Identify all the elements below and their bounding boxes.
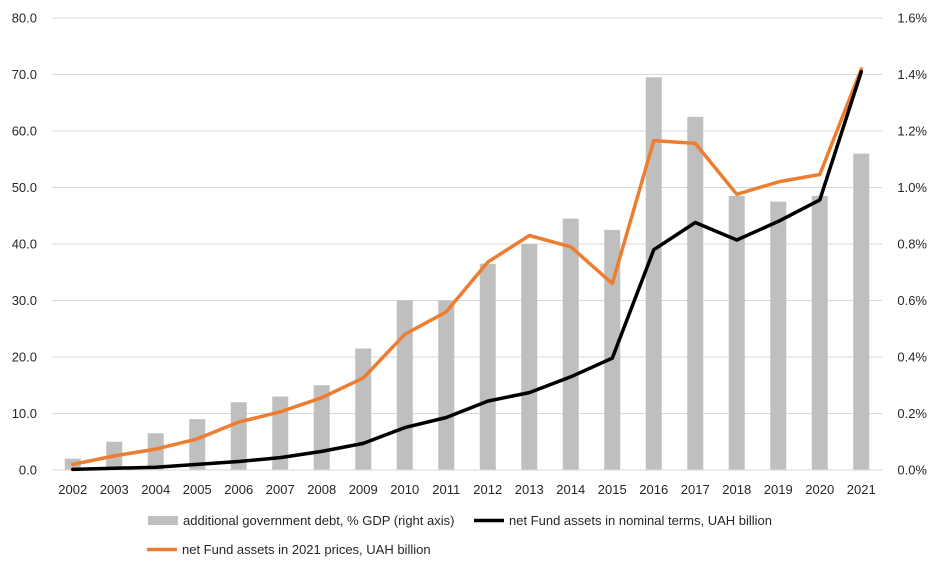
right-tick-label: 0.4% [897, 350, 927, 365]
bar [811, 195, 828, 470]
x-tick-label: 2016 [639, 482, 668, 497]
bar [521, 244, 538, 470]
legend-swatch [148, 516, 178, 525]
series-line [71, 69, 864, 472]
x-tick-label: 2005 [183, 482, 212, 497]
x-tick-label: 2017 [681, 482, 710, 497]
right-axis-ticks: 0.0% 0.2% 0.4% 0.6% 0.8% 1.0% 1.2% 1.4% 1.6% [897, 11, 927, 478]
bar [272, 396, 289, 470]
bar [355, 348, 372, 470]
bar [479, 263, 496, 470]
left-tick-label: 0.0 [19, 463, 37, 478]
legend-label: net Fund assets in 2021 prices, UAH bill… [182, 542, 431, 557]
legend-label: additional government debt, % GDP (right… [183, 513, 454, 528]
x-tick-label: 2018 [722, 482, 751, 497]
right-tick-label: 0.8% [897, 237, 927, 252]
left-tick-label: 50.0 [12, 180, 37, 195]
x-tick-label: 2003 [100, 482, 129, 497]
left-tick-label: 80.0 [12, 11, 37, 26]
left-axis-ticks: 0.0 10.0 20.0 30.0 40.0 50.0 60.0 70.0 80.0 [12, 11, 37, 478]
right-tick-label: 0.6% [897, 293, 927, 308]
right-tick-label: 1.2% [897, 124, 927, 139]
left-tick-label: 10.0 [12, 406, 37, 421]
x-tick-label: 2015 [598, 482, 627, 497]
bar [189, 419, 206, 470]
x-tick-label: 2006 [224, 482, 253, 497]
bar [313, 385, 330, 470]
x-axis-ticks: 2002 2003 2004 2005 2006 2007 2008 2009 2010 2011… [58, 482, 875, 497]
bar [728, 195, 745, 470]
left-tick-label: 30.0 [12, 293, 37, 308]
bar [687, 116, 704, 470]
left-tick-label: 70.0 [12, 67, 37, 82]
legend-label: net Fund assets in nominal terms, UAH bi… [509, 513, 772, 528]
bar [853, 153, 870, 470]
right-tick-label: 1.4% [897, 67, 927, 82]
right-tick-label: 0.2% [897, 406, 927, 421]
left-tick-label: 60.0 [12, 124, 37, 139]
x-tick-label: 2009 [349, 482, 378, 497]
bar [604, 229, 621, 470]
right-tick-label: 1.0% [897, 180, 927, 195]
left-tick-label: 40.0 [12, 237, 37, 252]
legend: additional government debt, % GDP (right… [147, 513, 772, 557]
bar [770, 201, 787, 470]
line-series [71, 67, 864, 472]
x-tick-label: 2013 [515, 482, 544, 497]
x-tick-label: 2020 [805, 482, 834, 497]
bar [230, 402, 247, 470]
bar [147, 433, 164, 470]
bar [438, 300, 455, 470]
x-tick-label: 2007 [266, 482, 295, 497]
x-tick-label: 2021 [847, 482, 876, 497]
left-tick-label: 20.0 [12, 350, 37, 365]
x-tick-label: 2004 [141, 482, 170, 497]
x-tick-label: 2012 [473, 482, 502, 497]
x-tick-label: 2002 [58, 482, 87, 497]
x-tick-label: 2019 [764, 482, 793, 497]
x-tick-label: 2008 [307, 482, 336, 497]
x-tick-label: 2014 [556, 482, 585, 497]
bar [645, 77, 662, 470]
gridlines [52, 17, 882, 414]
x-tick-label: 2010 [390, 482, 419, 497]
bar [396, 300, 413, 470]
right-tick-label: 1.6% [897, 11, 927, 26]
x-tick-label: 2011 [432, 482, 460, 497]
series-line [71, 67, 864, 467]
bar [562, 218, 579, 470]
right-tick-label: 0.0% [897, 463, 927, 478]
